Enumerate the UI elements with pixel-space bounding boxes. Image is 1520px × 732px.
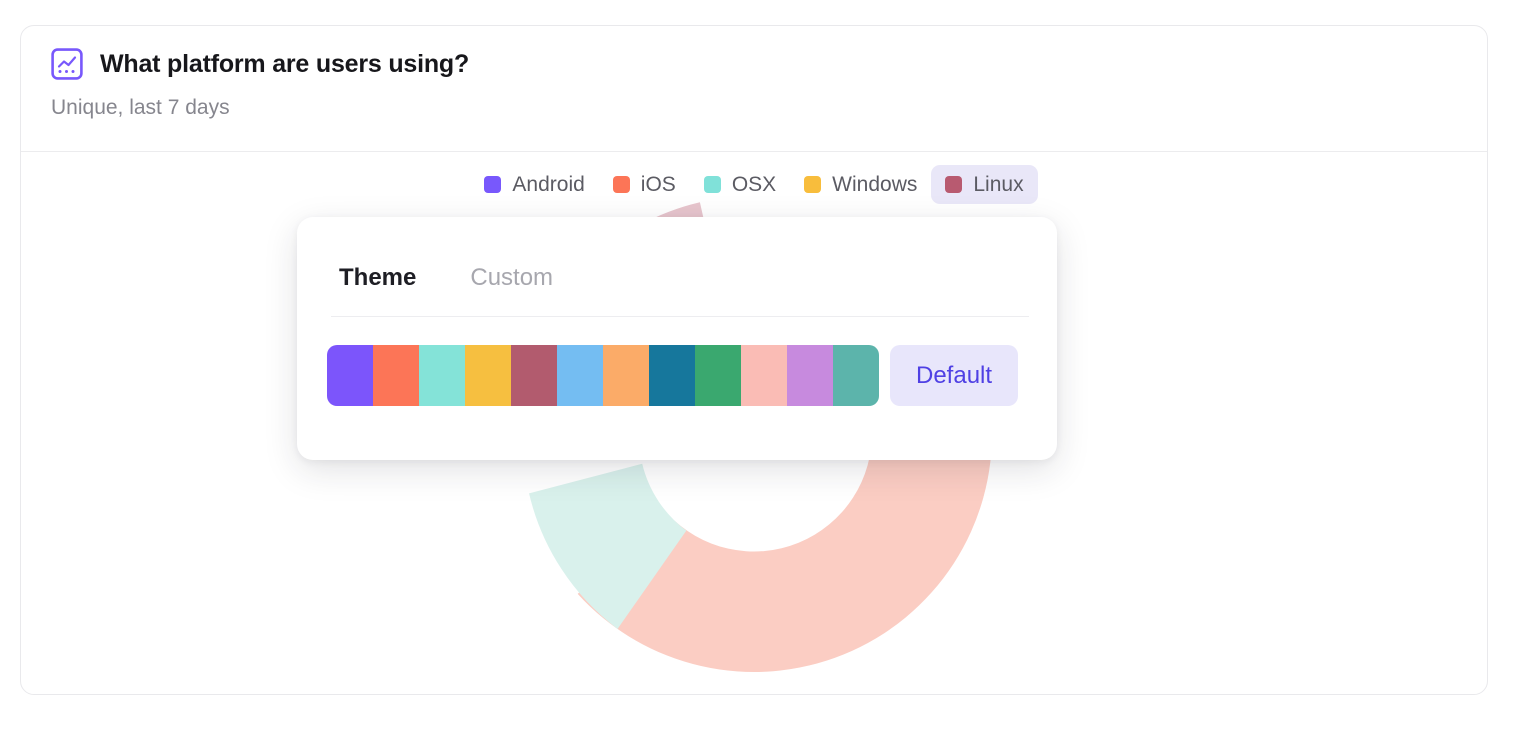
chart-area: Android iOS OSX Windows Linux Theme — [21, 152, 1487, 694]
popup-tab-bar: Theme Custom — [297, 217, 1057, 290]
tab-custom[interactable]: Custom — [470, 264, 554, 291]
palette-chip — [373, 345, 419, 406]
legend-swatch-icon — [484, 176, 502, 193]
legend-item-label: Linux — [973, 173, 1024, 196]
default-theme-button[interactable]: Default — [890, 345, 1019, 406]
legend-swatch-icon — [703, 176, 721, 193]
legend-item-label: iOS — [640, 173, 676, 196]
legend-item-label: OSX — [731, 173, 777, 196]
palette-chip — [787, 345, 833, 406]
theme-palette-swatches[interactable] — [327, 345, 879, 406]
card-title-row: What platform are users using? — [51, 48, 1487, 80]
tab-theme[interactable]: Theme — [339, 264, 417, 291]
legend-swatch-icon — [804, 176, 822, 193]
palette-chip — [465, 345, 511, 406]
palette-chip — [419, 345, 465, 406]
legend-item-windows[interactable]: Windows — [790, 165, 931, 204]
legend-item-ios[interactable]: iOS — [599, 165, 690, 204]
palette-chip — [327, 345, 373, 406]
analytics-chart-icon — [51, 48, 83, 80]
palette-chip — [603, 345, 649, 406]
legend-swatch-icon — [945, 176, 963, 193]
analytics-card: What platform are users using? Unique, l… — [20, 25, 1488, 695]
legend-swatch-icon — [612, 176, 630, 193]
donut-segment-ios — [577, 425, 992, 672]
card-subtitle: Unique, last 7 days — [51, 96, 230, 119]
legend-item-label: Windows — [832, 173, 918, 196]
palette-chip — [649, 345, 695, 406]
legend-item-android[interactable]: Android — [470, 165, 598, 204]
page-title: What platform are users using? — [100, 49, 470, 78]
palette-row: Default — [297, 317, 1057, 406]
legend-item-linux[interactable]: Linux — [931, 165, 1038, 204]
card-header: What platform are users using? Unique, l… — [21, 26, 1487, 152]
theme-picker-popup: Theme Custom — [297, 217, 1057, 460]
chart-legend: Android iOS OSX Windows Linux — [21, 165, 1487, 204]
legend-item-osx[interactable]: OSX — [690, 165, 790, 204]
palette-chip — [833, 345, 879, 406]
palette-chip — [511, 345, 557, 406]
legend-item-label: Android — [512, 173, 585, 196]
palette-chip — [695, 345, 741, 406]
palette-chip — [741, 345, 787, 406]
palette-chip — [557, 345, 603, 406]
